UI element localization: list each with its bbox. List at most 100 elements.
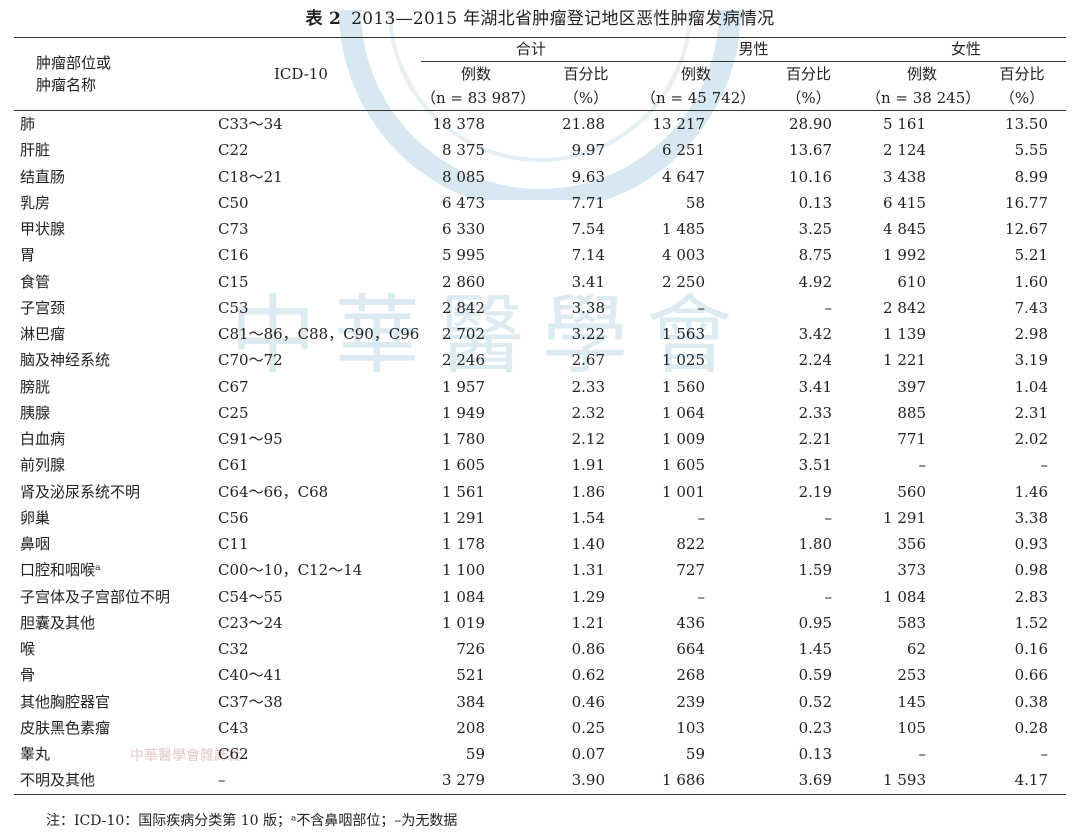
cell-female-cases: 2 842: [883, 298, 926, 317]
cell-female-cases: 583: [897, 613, 926, 632]
cell-icd: C50: [218, 193, 249, 212]
cell-female-pct: 7.43: [1014, 298, 1048, 317]
cell-female-cases: –: [918, 456, 927, 475]
cell-male-pct: 0.95: [798, 613, 832, 632]
cell-female-cases: 1 992: [883, 246, 926, 265]
table-row: 不明及其他 –3 279 3.90 1 686 3.69 1 593 4.17: [14, 767, 1066, 795]
cell-female-pct: 5.21: [1014, 246, 1048, 265]
cell-male-pct: 10.16: [789, 167, 832, 186]
cell-female-pct: 2.02: [1014, 430, 1048, 448]
cell-total-cases: 59: [465, 745, 485, 763]
cell-male-pct: 8.75: [798, 246, 832, 265]
cell-female-pct: 2.31: [1014, 403, 1048, 422]
cell-icd: C54～55: [218, 587, 283, 606]
cell-female-pct: 0.38: [1014, 692, 1048, 711]
cell-female-cases: 771: [897, 430, 926, 448]
cell-total-cases: 1 084: [442, 587, 485, 606]
table-row: 结直肠 C18～21 8 085 9.63 4 647 10.16 3 438 8.99: [14, 164, 1066, 190]
cell-male-pct: 3.41: [798, 377, 832, 396]
cell-icd: C00～10，C12～14: [218, 561, 363, 580]
cell-site: 肾及泌尿系统不明: [20, 482, 141, 501]
cell-total-pct: 9.97: [571, 141, 605, 160]
cell-female-cases: 560: [897, 482, 926, 501]
table-row: 其他胸腔器官 C37～38 384 0.46 239 0.52 145 0.38: [14, 689, 1066, 715]
cell-female-cases: 1 084: [883, 587, 926, 606]
cell-total-cases: 6 473: [442, 193, 485, 212]
cell-female-pct: 4.17: [978, 767, 1066, 795]
cell-site: 骨: [20, 666, 36, 685]
cell-female-cases: 397: [897, 377, 926, 396]
cell-male-cases: –: [697, 298, 706, 317]
table-row: 皮肤黑色素瘤 C43 208 0.25 103 0.23 105 0.28: [14, 715, 1066, 741]
cell-total-pct: 0.25: [571, 718, 605, 737]
cell-male-cases: 822: [676, 535, 705, 553]
cell-female-pct: 2.83: [1014, 587, 1048, 606]
table-row: 胆囊及其他 C23～24 1 019 1.21 436 0.95 583 1.52: [14, 610, 1066, 636]
cell-icd: C67: [218, 377, 249, 396]
cell-female-pct: 0.93: [1014, 535, 1048, 553]
cell-total-pct: 0.86: [571, 640, 605, 658]
cell-male-cases: 664: [676, 640, 705, 658]
cell-female-pct: 3.19: [1014, 351, 1048, 370]
cell-male-cases: 727: [676, 561, 705, 580]
cell-male-cases: 1 025: [662, 351, 705, 370]
cell-site: 胆囊及其他: [20, 613, 96, 632]
cell-total-pct: 1.31: [571, 561, 605, 580]
cell-site: 睾丸: [20, 745, 51, 763]
cell-site: 胃: [20, 246, 36, 265]
cell-site: 肺: [20, 115, 36, 133]
cell-female-pct: 0.66: [1014, 666, 1048, 685]
cell-total-cases: 2 860: [442, 272, 485, 291]
cell-total-pct: 0.07: [571, 745, 605, 763]
header-male-cases: 例数 （n = 45 742）: [641, 61, 755, 111]
cell-female-pct: –: [1040, 745, 1049, 763]
cell-male-pct: 1.45: [798, 640, 832, 658]
cell-total-cases: 1 780: [442, 430, 485, 448]
cell-icd: C18～21: [218, 167, 283, 186]
cell-total-pct: 3.90: [531, 767, 641, 795]
cell-icd: C16: [218, 246, 249, 265]
cell-female-cases: 610: [897, 272, 926, 291]
table-row: 胃 C16 5 995 7.14 4 003 8.75 1 992 5.21: [14, 242, 1066, 268]
cell-site: 食管: [20, 272, 51, 291]
cell-site: 鼻咽: [20, 535, 51, 553]
cell-female-cases: 62: [906, 640, 926, 658]
cell-male-cases: –: [697, 587, 706, 606]
cell-icd: C56: [218, 508, 249, 527]
cell-icd: C43: [218, 718, 249, 737]
cell-total-cases: 8 085: [442, 167, 485, 186]
cell-total-cases: 8 375: [442, 141, 485, 160]
cell-total-cases: 2 246: [442, 351, 485, 370]
cell-total-pct: 3.22: [571, 325, 605, 343]
cell-total-pct: 1.91: [571, 456, 605, 475]
cell-site: 不明及其他: [14, 767, 206, 795]
cell-total-pct: 9.63: [571, 167, 605, 186]
table-number: 表 2: [305, 9, 342, 29]
table-row: 肺 C33～34 18 378 21.88 13 217 28.90 5 161 13.50: [14, 111, 1066, 138]
cell-female-pct: 1.46: [1014, 482, 1048, 501]
cell-male-pct: 13.67: [789, 141, 832, 160]
cell-male-pct: 3.42: [798, 325, 832, 343]
header-female: 女性: [866, 37, 1066, 62]
cell-total-pct: 21.88: [562, 115, 605, 133]
cell-icd: C15: [218, 272, 249, 291]
cell-total-cases: 6 330: [442, 220, 485, 238]
cell-female-cases: 6 415: [883, 193, 926, 212]
cell-female-pct: 3.38: [1014, 508, 1048, 527]
table-caption: 2013—2015 年湖北省肿瘤登记地区恶性肿瘤发病情况: [351, 9, 775, 29]
cell-female-cases: 885: [897, 403, 926, 422]
cell-icd: C32: [218, 640, 249, 658]
table-row: 睾丸 C62 59 0.07 59 0.13 – –: [14, 741, 1066, 767]
cell-site: 肝脏: [20, 141, 51, 160]
header-female-cases: 例数 （n = 38 245）: [866, 61, 980, 111]
cell-total-cases: 1 291: [442, 508, 485, 527]
cell-total-pct: 2.32: [571, 403, 605, 422]
cell-male-pct: 4.92: [798, 272, 832, 291]
cell-male-cases: 436: [676, 613, 705, 632]
cell-male-cases: 1 605: [662, 456, 705, 475]
cell-female-pct: 12.67: [1005, 220, 1048, 238]
cell-female-pct: 0.98: [1014, 561, 1048, 580]
cell-male-pct: 2.21: [798, 430, 832, 448]
table-row: 口腔和咽喉ᵃ C00～10，C12～14 1 100 1.31 727 1.59 373 0.…: [14, 557, 1066, 583]
cell-total-pct: 7.14: [571, 246, 605, 265]
